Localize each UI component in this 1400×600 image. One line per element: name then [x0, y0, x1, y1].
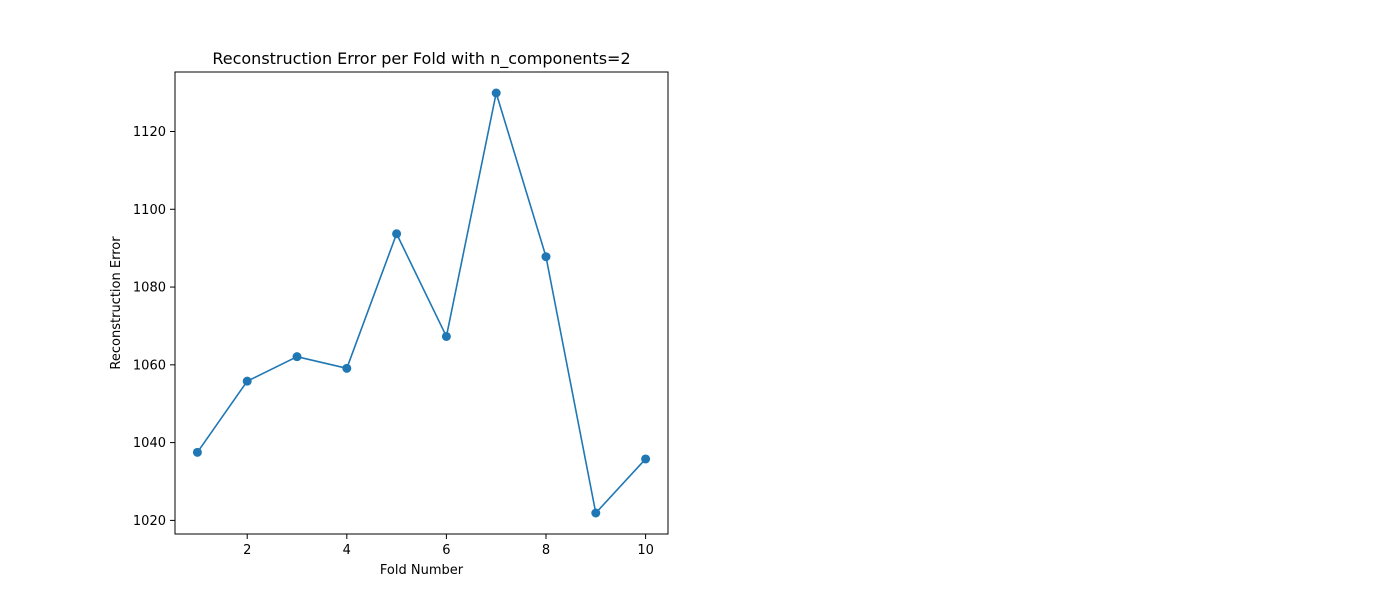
y-tick-label: 1020	[133, 514, 166, 529]
x-tick-label: 10	[637, 543, 654, 558]
y-tick-label: 1060	[133, 358, 166, 373]
y-tick-label: 1100	[133, 203, 166, 218]
data-point-fold-1	[192, 447, 202, 457]
x-axis-label: Fold Number	[380, 563, 464, 578]
x-tick-label: 8	[542, 543, 550, 558]
y-axis-label: Reconstruction Error	[109, 236, 124, 370]
series-points	[192, 88, 651, 518]
data-point-fold-10	[641, 454, 651, 464]
x-tick-label: 2	[243, 543, 251, 558]
data-point-fold-3	[292, 352, 302, 362]
data-point-fold-2	[242, 376, 252, 386]
x-tick-label: 6	[442, 543, 450, 558]
y-ticks: 1020 1040 1060 1080 1100 1120	[133, 125, 175, 529]
plot-frame	[174, 71, 669, 535]
data-point-fold-5	[392, 229, 402, 239]
chart-title: Reconstruction Error per Fold with n_com…	[212, 49, 630, 69]
data-point-fold-6	[441, 331, 451, 341]
x-ticks: 2 4 6 8 10	[243, 534, 654, 558]
series-line	[196, 92, 647, 514]
data-point-fold-7	[491, 88, 501, 98]
data-point-fold-8	[541, 252, 551, 262]
data-point-fold-4	[342, 363, 352, 373]
plot-area	[175, 72, 668, 534]
y-tick-label: 1120	[133, 125, 166, 140]
data-point-fold-9	[591, 508, 601, 518]
y-tick-label: 1080	[133, 281, 166, 296]
y-tick-label: 1040	[133, 436, 166, 451]
x-tick-label: 4	[343, 543, 351, 558]
